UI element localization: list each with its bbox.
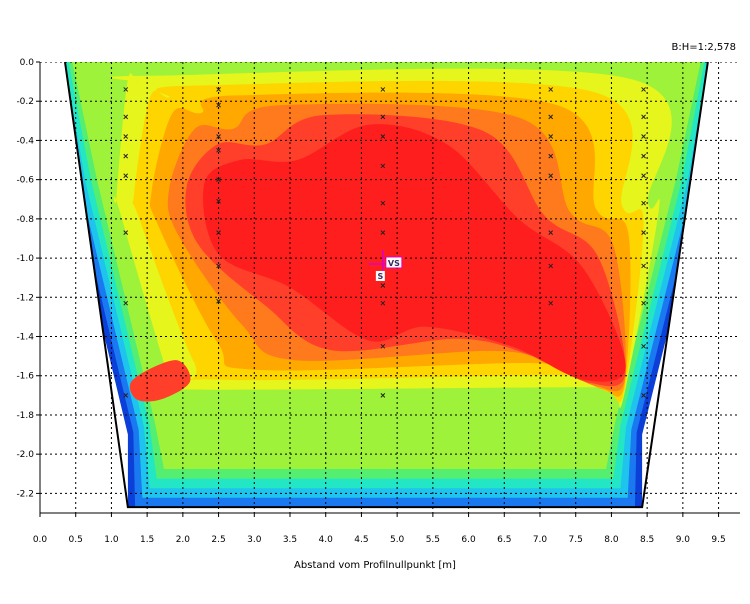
measurement-point [641,134,646,139]
x-tick-label: 1.5 [140,535,154,545]
measurement-point [380,163,386,169]
measurement-point [216,87,221,92]
measurement-point [123,153,129,159]
measurement-point [641,153,646,159]
measurement-point [380,134,386,139]
x-tick-label: 1.0 [104,535,119,545]
max-velocity-marker: VS S [368,249,403,281]
contour-band [129,360,191,402]
x-axis-label: Abstand vom Profilnullpunkt [m] [294,560,456,571]
measurement-points [123,87,646,398]
x-tick-label: 6.5 [497,535,511,545]
x-tick-label: 7.5 [569,535,583,545]
measurement-point [548,87,554,92]
channel-bank-line [64,61,709,509]
x-tick-label: 3.5 [283,535,297,545]
measurement-point [548,153,554,159]
x-tick-label: 8.5 [640,535,654,545]
y-tick-label: -1.6 [16,372,34,382]
y-tick-label: 0.0 [20,58,35,68]
measurement-point [216,134,221,139]
y-tick-label: -1.0 [16,254,34,264]
measurement-point [641,173,646,179]
measurement-point [380,343,386,349]
measurement-point [641,200,646,206]
y-tick-label: -0.4 [16,136,34,146]
measurement-point [380,283,386,288]
measurement-point [123,300,129,306]
measurement-point [380,200,386,206]
measurement-point [548,173,554,179]
measurement-point [548,114,554,120]
y-tick-label: -1.4 [16,333,34,343]
x-tick-label: 4.0 [319,535,334,545]
measurement-point [123,134,129,139]
measurement-point [641,263,646,269]
measurement-point [216,147,221,153]
measurement-point [216,263,221,269]
y-tick-label: -1.8 [16,411,34,421]
plot-axes: 0.0 0.5 1.0 1.5 2.0 2.5 3.0 3.5 4.0 4.5 5.0 5.5 6.0 6… [16,58,740,545]
measurement-point [380,230,386,235]
measurement-point [380,87,386,92]
measurement-point [548,230,554,235]
measurement-point [380,392,386,398]
y-tick-label: -0.6 [16,176,34,186]
measurement-point [123,114,129,120]
measurement-point [123,87,129,92]
measurement-point [380,114,386,120]
x-tick-label: 9.5 [711,535,725,545]
x-tick-label: 4.5 [354,535,368,545]
marker-s-box [375,270,385,281]
measurement-point [548,263,554,269]
x-tick-label: 9.0 [676,535,691,545]
x-tick-label: 5.5 [426,535,440,545]
measurement-point [380,300,386,306]
measurement-point [641,343,646,349]
x-tick-label: 5.0 [390,535,405,545]
measurement-point [216,230,221,235]
measurement-point [123,230,129,235]
measurement-point [123,392,129,398]
marker-s-label: S [377,272,383,281]
x-tick-label: 2.5 [211,535,225,545]
x-tick-label: 0.0 [33,535,48,545]
contour-bands [65,62,708,508]
measurement-point [641,392,646,398]
x-tick-label: 6.0 [461,535,476,545]
measurement-point [123,173,129,179]
x-tick-label: 2.0 [176,535,191,545]
measurement-point [216,298,221,304]
ratio-label: B:H=1:2,578 [671,42,737,53]
measurement-point [548,134,554,139]
x-tick-label: 7.0 [533,535,548,545]
measurement-point [641,87,646,92]
contour-band [203,124,626,382]
marker-vs-label: VS [388,259,400,268]
plot-grid [40,62,740,513]
x-tick-label: 3.0 [247,535,262,545]
y-tick-label: -2.0 [16,450,34,460]
y-tick-label: -0.2 [16,97,34,107]
measurement-point [216,198,221,204]
marker-vs-box [385,256,403,269]
x-tick-label: 8.0 [604,535,619,545]
measurement-point [641,114,646,120]
measurement-point [216,177,221,183]
measurement-point [641,230,646,235]
measurement-point [641,300,646,306]
y-tick-label: -1.2 [16,293,34,303]
x-tick-label: 0.5 [69,535,83,545]
measurement-point [548,300,554,306]
channel-banks [64,61,709,509]
y-tick-label: -0.8 [16,215,34,225]
measurement-point [216,102,221,108]
y-tick-label: -2.2 [16,489,34,499]
